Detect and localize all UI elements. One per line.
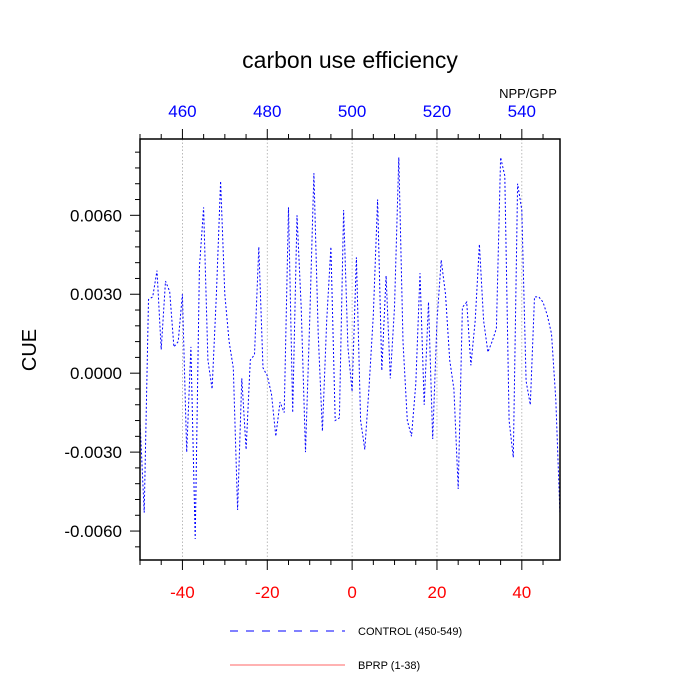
legend-label: BPRP (1-38) [358, 660, 420, 672]
x-tick-label-bottom: 20 [428, 583, 447, 602]
x-tick-label-top: 520 [423, 102, 451, 121]
y-tick-label: 0.0000 [70, 364, 122, 383]
y-tick-label: -0.0060 [64, 522, 122, 541]
gridlines [182, 139, 523, 560]
y-axis-label: CUE [19, 329, 41, 371]
chart-title: carbon use efficiency [242, 47, 458, 73]
legend: CONTROL (450-549) BPRP (1-38) [230, 626, 462, 672]
x-tick-label-top: 540 [508, 102, 536, 121]
y-tick-label: 0.0060 [70, 206, 122, 225]
data-series [139, 157, 561, 540]
y-tick-label: -0.0030 [64, 443, 122, 462]
plot-frame [139, 138, 561, 561]
series-line [139, 157, 561, 540]
x-tick-label-top: 500 [338, 102, 366, 121]
axis-ticks [130, 129, 544, 570]
tick-labels: -40 -20 0 20 40 460 480 500 520 540 -0.0060 -0.0030… [64, 102, 536, 602]
legend-label: CONTROL (450-549) [358, 626, 462, 638]
x-tick-label-top: 480 [253, 102, 281, 121]
x-tick-label-bottom: 40 [512, 583, 531, 602]
x-tick-label-bottom: -40 [170, 583, 195, 602]
y-tick-label: 0.0030 [70, 285, 122, 304]
x-tick-label-top: 460 [168, 102, 196, 121]
x-tick-label-bottom: 0 [347, 583, 356, 602]
top-axis-label: NPP/GPP [499, 86, 557, 101]
x-tick-label-bottom: -20 [255, 583, 280, 602]
